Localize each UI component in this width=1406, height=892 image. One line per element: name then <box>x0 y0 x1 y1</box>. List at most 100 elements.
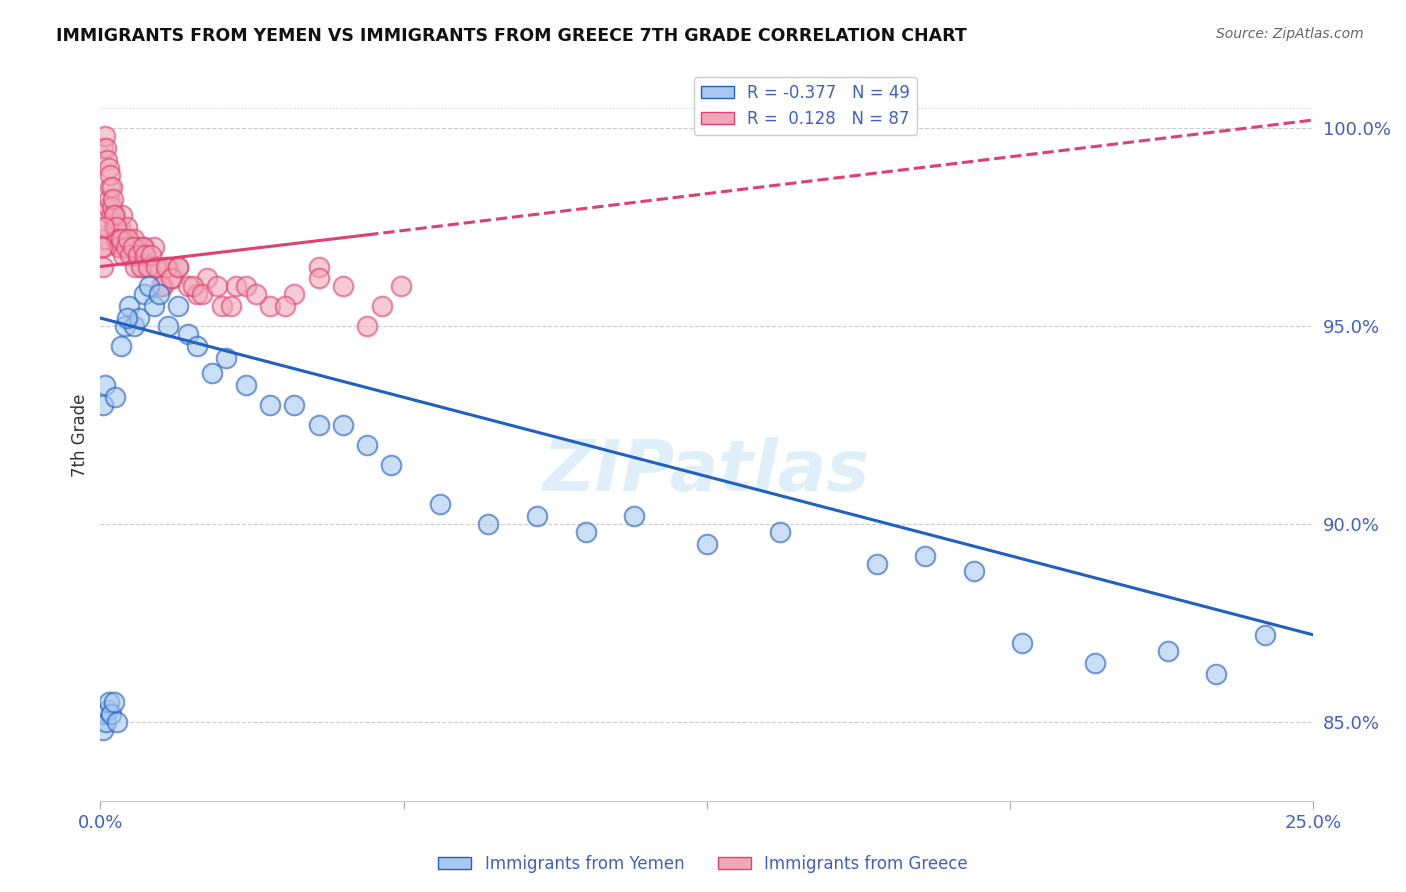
Point <box>110 339 132 353</box>
Point <box>389 279 412 293</box>
Point <box>283 287 305 301</box>
Point <box>215 351 238 365</box>
Point <box>132 240 155 254</box>
Point <box>114 318 136 333</box>
Point <box>124 232 146 246</box>
Legend: R = -0.377   N = 49, R =  0.128   N = 87: R = -0.377 N = 49, R = 0.128 N = 87 <box>695 77 917 135</box>
Point <box>93 240 115 254</box>
Point <box>167 260 190 274</box>
Point <box>98 180 121 194</box>
Point <box>96 153 118 167</box>
Point <box>963 565 986 579</box>
Point <box>148 260 170 274</box>
Point <box>157 318 180 333</box>
Point <box>914 549 936 563</box>
Point <box>96 219 118 234</box>
Point <box>167 299 190 313</box>
Point <box>91 260 114 274</box>
Point <box>138 260 160 274</box>
Point <box>107 232 129 246</box>
Point <box>111 208 134 222</box>
Point <box>91 240 114 254</box>
Point <box>356 438 378 452</box>
Point <box>108 240 131 254</box>
Point <box>127 247 149 261</box>
Point <box>259 299 281 313</box>
Point <box>104 390 127 404</box>
Point <box>186 339 208 353</box>
Point <box>107 240 129 254</box>
Legend: Immigrants from Yemen, Immigrants from Greece: Immigrants from Yemen, Immigrants from G… <box>432 848 974 880</box>
Point <box>176 279 198 293</box>
Point <box>159 271 181 285</box>
Point <box>768 524 790 539</box>
Point <box>148 287 170 301</box>
Point <box>429 497 451 511</box>
Point <box>157 260 180 274</box>
Point <box>132 287 155 301</box>
Point <box>1011 636 1033 650</box>
Point <box>141 247 163 261</box>
Point <box>142 240 165 254</box>
Point <box>98 192 121 206</box>
Text: ZIPatlas: ZIPatlas <box>543 437 870 506</box>
Point <box>191 287 214 301</box>
Point <box>332 417 354 432</box>
Point <box>108 219 131 234</box>
Point <box>97 200 120 214</box>
Point <box>205 279 228 293</box>
Point <box>176 326 198 341</box>
Point <box>124 318 146 333</box>
Point <box>696 537 718 551</box>
Point <box>134 247 156 261</box>
Point <box>162 271 184 285</box>
Point <box>574 524 596 539</box>
Point <box>104 232 127 246</box>
Point <box>118 299 141 313</box>
Point <box>115 311 138 326</box>
Point <box>152 279 174 293</box>
Point <box>124 260 146 274</box>
Point <box>135 247 157 261</box>
Point <box>128 240 150 254</box>
Point <box>97 161 120 175</box>
Point <box>308 260 330 274</box>
Point <box>93 128 115 143</box>
Point <box>91 141 114 155</box>
Point <box>138 279 160 293</box>
Point <box>97 703 120 717</box>
Point <box>98 169 121 183</box>
Point <box>103 219 125 234</box>
Point <box>94 232 117 246</box>
Point <box>105 219 128 234</box>
Point <box>181 279 204 293</box>
Text: IMMIGRANTS FROM YEMEN VS IMMIGRANTS FROM GREECE 7TH GRADE CORRELATION CHART: IMMIGRANTS FROM YEMEN VS IMMIGRANTS FROM… <box>56 27 967 45</box>
Text: Source: ZipAtlas.com: Source: ZipAtlas.com <box>1216 27 1364 41</box>
Point <box>115 219 138 234</box>
Point <box>125 247 148 261</box>
Point <box>142 299 165 313</box>
Point <box>96 714 118 729</box>
Point <box>93 707 115 722</box>
Point <box>100 208 122 222</box>
Point <box>150 279 173 293</box>
Point <box>145 260 167 274</box>
Y-axis label: 7th Grade: 7th Grade <box>72 393 89 476</box>
Point <box>155 260 177 274</box>
Point <box>103 695 125 709</box>
Point <box>477 516 499 531</box>
Point <box>332 279 354 293</box>
Point <box>91 398 114 412</box>
Point <box>235 378 257 392</box>
Point <box>136 260 159 274</box>
Point <box>105 714 128 729</box>
Point <box>132 240 155 254</box>
Point <box>114 232 136 246</box>
Point <box>356 318 378 333</box>
Point <box>167 260 190 274</box>
Point <box>121 240 143 254</box>
Point <box>526 509 548 524</box>
Point <box>623 509 645 524</box>
Point <box>225 279 247 293</box>
Point <box>371 299 394 313</box>
